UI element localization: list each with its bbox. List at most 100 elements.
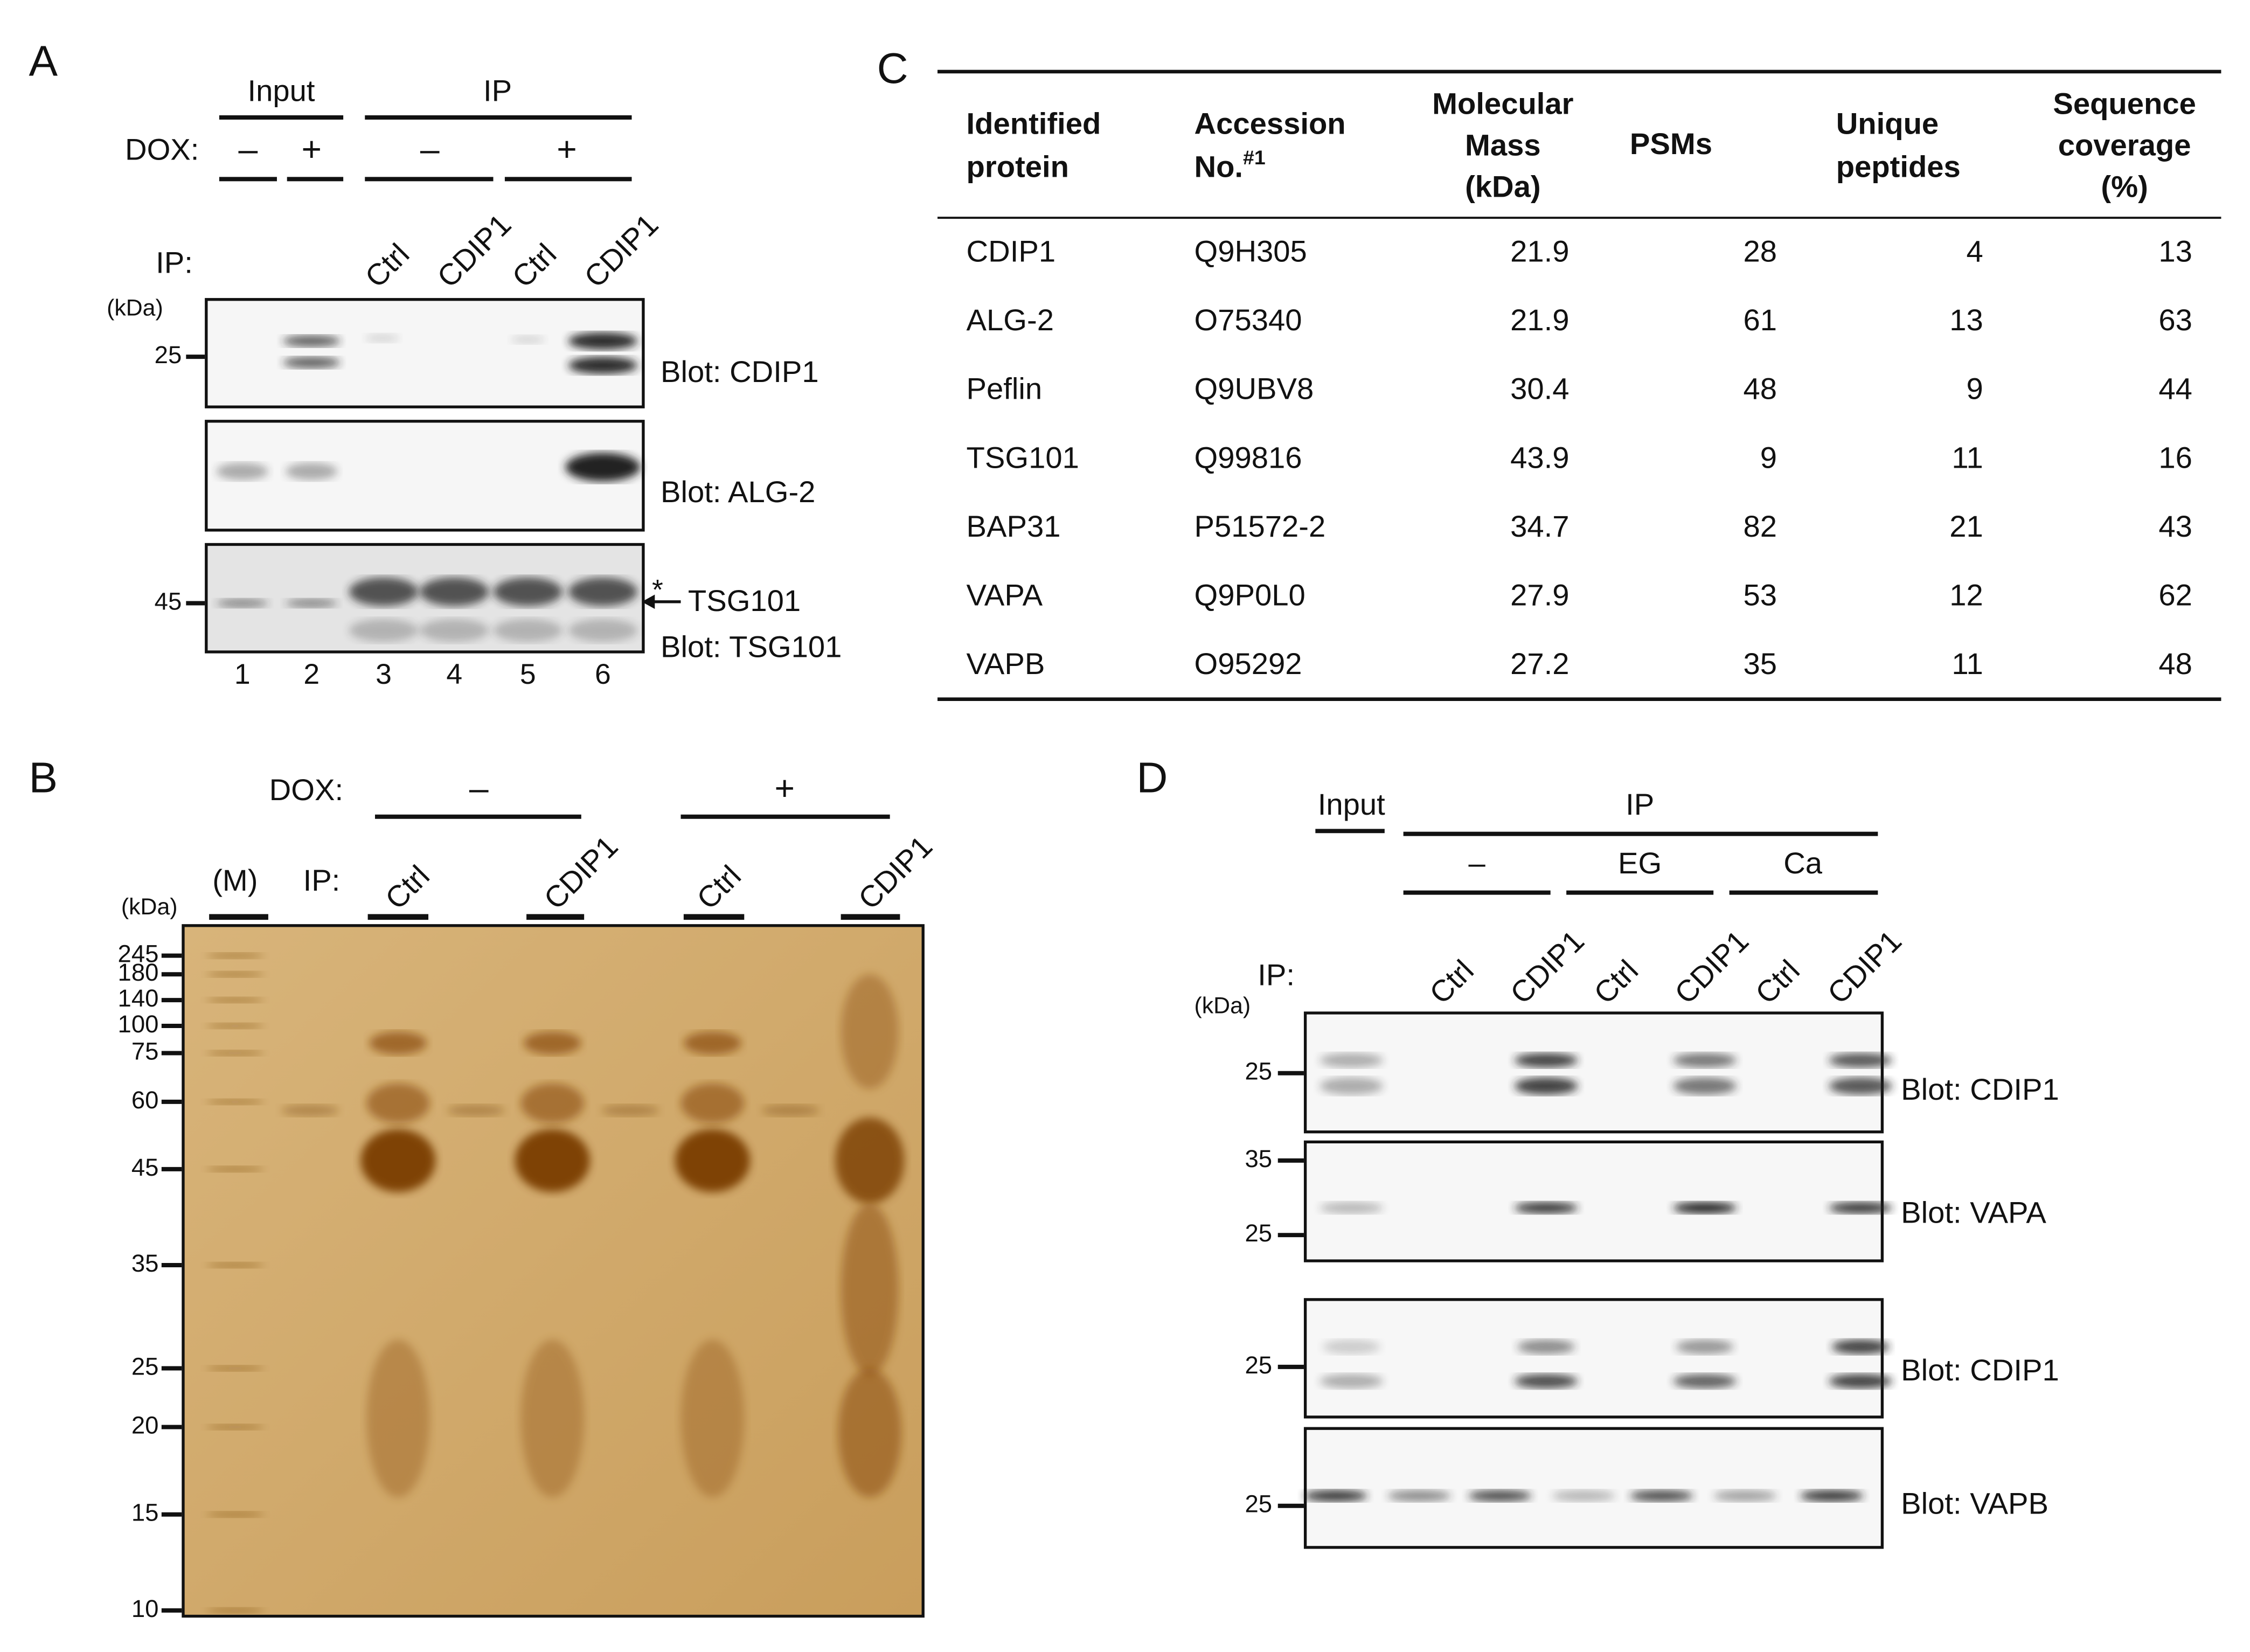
marker-label: 25 <box>1245 1058 1272 1085</box>
lane-label: CDIP1 <box>851 829 939 916</box>
band <box>601 1105 659 1116</box>
band <box>1800 1490 1864 1502</box>
band <box>838 1368 902 1497</box>
blot-panel <box>1303 1140 1884 1262</box>
band <box>568 577 638 606</box>
band <box>1829 1202 1893 1214</box>
table-cell: 27.9 <box>1510 578 1569 612</box>
table-cell: CDIP1 <box>967 234 1056 268</box>
lane-number: 3 <box>376 658 392 690</box>
marker-label: 35 <box>131 1250 159 1277</box>
marker-label: 100 <box>118 1010 159 1038</box>
table-cell: 28 <box>1743 234 1777 268</box>
table-header: coverage <box>2058 128 2191 162</box>
band <box>515 1129 590 1192</box>
band <box>206 1099 264 1105</box>
band <box>1514 1202 1578 1214</box>
condition-label: EG <box>1618 846 1662 880</box>
table-cell: P51572-2 <box>1194 509 1325 543</box>
band <box>1829 1053 1893 1068</box>
band <box>366 1339 430 1497</box>
band <box>1322 1339 1380 1354</box>
table-cell: 9 <box>1760 441 1777 475</box>
lane-number: 2 <box>303 658 320 690</box>
group-label: Input <box>247 74 315 108</box>
table-cell: 62 <box>2158 578 2192 612</box>
band <box>510 335 545 344</box>
lane-label: CDIP1 <box>1503 924 1591 1010</box>
band <box>1829 1077 1893 1095</box>
lane-label: Ctrl <box>358 237 416 294</box>
band <box>520 1339 585 1497</box>
band <box>568 332 638 350</box>
table-cell: Q9UBV8 <box>1194 372 1314 406</box>
table-header: No.#1 <box>1194 146 1265 183</box>
band <box>419 619 489 642</box>
table-header: Unique <box>1836 107 1939 141</box>
marker-label: 25 <box>131 1353 159 1380</box>
table-cell: 21 <box>1949 509 1983 543</box>
kda-label: (kDa) <box>1194 993 1251 1019</box>
band <box>523 1031 581 1055</box>
table-cell: 9 <box>1967 372 1983 406</box>
marker-label: 25 <box>1245 1351 1272 1379</box>
band <box>1320 1374 1384 1389</box>
band <box>1303 1490 1367 1502</box>
band <box>683 1031 741 1055</box>
band <box>286 462 338 480</box>
band <box>1514 1077 1578 1095</box>
table-header: Identified <box>967 107 1101 141</box>
table-header: peptides <box>1836 150 1961 184</box>
band <box>1829 1374 1893 1389</box>
lane-label: Ctrl <box>1423 953 1481 1010</box>
lane-number: 4 <box>446 658 462 690</box>
band <box>447 1105 505 1116</box>
table-cell: 30.4 <box>1510 372 1569 406</box>
kda-label: (kDa) <box>107 295 163 321</box>
group-label: IP <box>483 74 512 108</box>
table-cell: BAP31 <box>967 509 1061 543</box>
table-header: (kDa) <box>1465 170 1541 204</box>
blot-label: Blot: VAPA <box>1901 1196 2046 1230</box>
table-cell: 4 <box>1967 234 1983 268</box>
table-cell: 27.2 <box>1510 647 1569 681</box>
dox-sign: + <box>301 130 322 169</box>
marker-label: 60 <box>131 1086 159 1114</box>
table-cell: 13 <box>1949 303 1983 337</box>
lane-number: 1 <box>234 658 251 690</box>
marker-label: 25 <box>1245 1490 1272 1518</box>
band <box>1517 1339 1575 1354</box>
ip-label: IP: <box>156 246 193 280</box>
band <box>216 462 268 480</box>
lane-label: CDIP1 <box>537 829 624 916</box>
lane-label: CDIP1 <box>1668 924 1755 1010</box>
band <box>206 997 264 1003</box>
table-header: Accession <box>1194 107 1345 141</box>
panel-letter: A <box>29 37 58 85</box>
lane-label: Ctrl <box>505 237 563 294</box>
lane-label: CDIP1 <box>578 207 665 294</box>
blot-panel <box>205 420 645 532</box>
band <box>206 1050 264 1056</box>
band <box>365 334 400 343</box>
band <box>206 1023 264 1029</box>
band <box>206 953 264 959</box>
dox-label: DOX: <box>125 133 199 166</box>
table-header: Sequence <box>2053 87 2196 121</box>
marker-lane-label: (M) <box>212 863 258 897</box>
table-header: Mass <box>1465 128 1541 162</box>
marker-label: 25 <box>155 341 182 369</box>
band <box>568 357 638 374</box>
band <box>493 577 562 606</box>
band <box>835 1117 905 1204</box>
table-header: (%) <box>2101 170 2148 204</box>
table-cell: 43 <box>2158 509 2192 543</box>
table-cell: 11 <box>1952 441 1983 475</box>
table-cell: 43.9 <box>1510 441 1569 475</box>
table-cell: 21.9 <box>1510 234 1569 268</box>
band <box>419 577 489 606</box>
lane-label: Ctrl <box>1749 953 1807 1010</box>
band <box>206 1511 264 1518</box>
band <box>206 1607 264 1614</box>
band <box>520 1083 585 1123</box>
